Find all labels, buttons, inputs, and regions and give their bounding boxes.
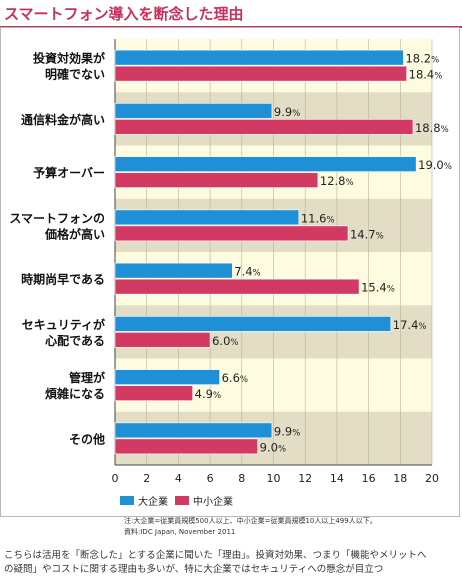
x-tick-label: 4 [175,472,182,485]
data-label: 14.7% [350,227,384,241]
data-label-unit: % [376,231,384,241]
data-label: 17.4% [393,318,427,332]
data-label: 9.9% [274,424,300,438]
caption-line-2: の疑問」やコストに関する理由も多いが、特に大企業ではセキュリティへの懸念が目立つ [4,564,384,575]
x-tick-label: 10 [267,472,281,485]
category-label: 管理が [69,370,105,385]
category-label: その他 [69,431,105,446]
data-label-unit: % [240,375,248,385]
bar [114,369,220,385]
bar [114,278,360,295]
data-label-unit: % [431,56,439,66]
data-label-unit: % [326,215,334,225]
data-label-unit: % [418,322,426,332]
data-label: 12.8% [320,174,354,188]
data-label: 15.4% [361,281,395,295]
data-label: 11.6% [301,211,335,225]
x-tick-label: 0 [112,472,119,485]
x-tick-label: 12 [298,472,312,485]
data-label-unit: % [434,72,442,82]
chart-frame [0,27,460,517]
page-title: スマートフォン導入を断念した理由 [4,5,244,23]
legend-item-large: 大企業 [120,493,168,508]
category-label: 投資対効果が [33,51,105,66]
bar [114,172,319,188]
bar [114,119,414,135]
bar [114,332,211,348]
category-label: スマートフォンの [9,211,105,225]
data-label: 19.0% [418,158,452,172]
data-label-unit: % [387,285,395,295]
legend-item-small: 中小企業 [175,493,233,508]
bar [114,209,300,226]
category-label: 煩雑になる [45,386,105,401]
data-label: 9.9% [274,105,300,119]
x-tick-label: 6 [207,472,214,485]
chart-source: 資料:IDC Japan, November 2011 [124,528,236,536]
caption-line-1: こちらは活用を「断念した」とする企業に聞いた「理由」。投資対効果、つまり「機能や… [4,550,427,561]
category-label: 価格が高い [44,226,105,241]
data-label: 4.9% [195,387,221,401]
legend-swatch-large [120,496,134,505]
category-label: 心配である [45,333,105,348]
legend-label-large: 大企業 [138,497,168,508]
data-label: 6.0% [212,334,238,348]
bar [114,385,193,401]
x-tick-label: 14 [330,472,344,485]
data-label-unit: % [230,338,238,348]
data-label: 9.0% [260,440,286,454]
bar [114,65,407,82]
data-label: 18.4% [409,68,443,82]
x-tick-label: 20 [425,472,439,485]
bar [114,422,273,439]
category-label: 通信料金が高い [21,112,105,127]
data-label-unit: % [441,125,449,135]
data-label-unit: % [278,444,286,454]
x-tick-label: 2 [143,472,150,485]
legend-label-small: 中小企業 [193,497,233,508]
data-label-unit: % [292,109,300,119]
bar [114,262,233,279]
category-label: 明確でない [45,67,105,82]
chart-note: 注:大企業=従業員規模500人以上、中小企業=従業員規模10人以上499人以下。 [124,517,377,525]
legend-swatch-small [175,496,189,505]
data-label-unit: % [253,269,261,279]
x-tick-label: 16 [362,472,376,485]
data-label: 6.6% [222,371,248,385]
bar [114,103,273,119]
bar [114,316,392,332]
data-label: 7.4% [234,265,260,279]
bar [114,225,349,242]
data-label-unit: % [292,428,300,438]
x-tick-label: 18 [393,472,407,485]
category-label: 時期尚早である [21,272,105,287]
category-label: 予算オーバー [33,165,105,180]
x-tick-label: 8 [238,472,245,485]
data-label-unit: % [213,391,221,401]
bar [114,438,258,455]
bar [114,49,404,66]
category-label: セキュリティが [22,317,105,332]
data-label-unit: % [444,162,452,172]
data-label: 18.2% [405,52,439,66]
data-label-unit: % [345,178,353,188]
data-label: 18.8% [415,121,449,135]
bar [114,156,417,172]
